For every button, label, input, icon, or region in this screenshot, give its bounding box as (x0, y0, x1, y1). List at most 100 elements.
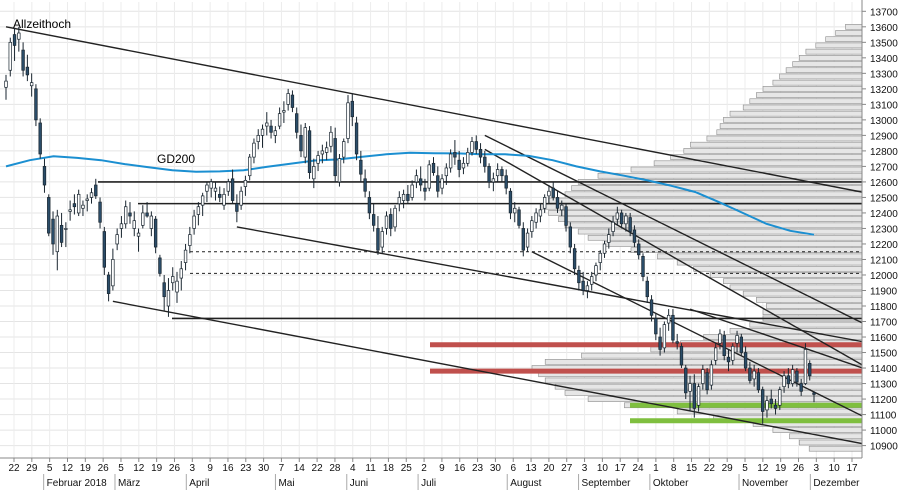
x-tick-label: 17 (846, 463, 858, 474)
candle-body (265, 122, 269, 127)
volume-profile-bar (571, 185, 863, 191)
y-tick-label: 13000 (870, 116, 898, 127)
candle-body (534, 212, 538, 223)
candle-body (166, 290, 171, 307)
volume-profile-bar (756, 92, 863, 98)
candle-body (179, 268, 183, 279)
x-tick-label: 5 (47, 463, 53, 474)
candle-body (290, 94, 295, 108)
candle-body (42, 166, 47, 186)
candle-body (448, 153, 453, 169)
candle-body (803, 349, 808, 384)
candle-body (269, 125, 273, 133)
volume-profile-bar (779, 73, 863, 80)
x-tick-label: 14 (294, 463, 306, 474)
candle-body (722, 335, 726, 356)
candle-body (517, 209, 521, 226)
candle-body (145, 212, 149, 217)
volume-profile-bar (772, 427, 863, 433)
volume-profile-bar (719, 123, 863, 129)
candle-body (521, 228, 525, 251)
candle-body (414, 175, 419, 183)
candle-body (354, 122, 359, 155)
x-tick-label: 8 (671, 463, 677, 474)
candle-body (598, 252, 602, 263)
volume-profile-bar (762, 309, 863, 316)
candle-body (307, 130, 312, 173)
candle-body (175, 280, 179, 293)
x-tick-label: 18 (383, 463, 395, 474)
volume-profile-bar (587, 234, 863, 241)
y-tick-label: 12400 (870, 209, 898, 220)
candle-body (115, 234, 119, 245)
candle-body (769, 398, 773, 405)
candle-body (666, 314, 671, 324)
candle-body (213, 187, 218, 192)
gd200-series (5, 151, 815, 236)
volume-profile-bar (564, 222, 863, 229)
candle-body (594, 265, 598, 276)
trendline (531, 251, 920, 446)
candle-body (367, 197, 372, 214)
candle-body (761, 389, 765, 412)
candle-body (128, 212, 132, 217)
candle-body (393, 207, 397, 228)
x-tick-label: 28 (329, 463, 341, 474)
trendline (484, 134, 920, 353)
x-tick-label: 19 (775, 463, 787, 474)
candle-body (329, 131, 333, 147)
candle-body (709, 364, 714, 386)
y-tick-label: 11600 (870, 333, 898, 344)
candle-body (230, 178, 235, 201)
month-label: September (582, 478, 632, 489)
candle-body (504, 175, 508, 189)
candle-body (346, 102, 350, 139)
x-tick-label: 24 (632, 463, 644, 474)
x-tick-label: 3 (190, 463, 196, 474)
candle-body (94, 184, 98, 197)
all-time-high-label: Allzeithoch (13, 17, 71, 31)
candle-body (478, 148, 483, 158)
x-tick-label: 19 (151, 463, 163, 474)
candle-body (4, 80, 8, 88)
candle-body (359, 159, 363, 175)
month-label: Dezember (813, 478, 860, 489)
volume-profile-bar (716, 129, 863, 136)
candle-body (731, 345, 735, 361)
candle-body (542, 197, 547, 209)
candle-body (470, 141, 474, 153)
candle-body (530, 220, 534, 232)
x-tick-label: 25 (401, 463, 413, 474)
candle-body (380, 231, 384, 248)
candle-body (457, 159, 461, 170)
candle-body (162, 282, 166, 298)
candle-body (778, 389, 782, 406)
y-tick-label: 12100 (870, 255, 898, 266)
y-tick-label: 13600 (870, 23, 898, 34)
candle-body (500, 169, 504, 177)
y-tick-label: 13700 (870, 7, 898, 18)
volume-profile-bar (604, 241, 863, 247)
candle-body (641, 256, 645, 277)
candle-body (495, 169, 500, 177)
volume-profile-bar (729, 110, 863, 117)
gd200-line (5, 151, 815, 236)
volume-profile-bar (693, 265, 863, 272)
month-label: August (510, 478, 541, 489)
candle-body (607, 234, 611, 243)
candle-body (649, 299, 654, 316)
x-tick-label: 7 (279, 463, 285, 474)
x-tick-label: 3 (814, 463, 820, 474)
y-tick-label: 12900 (870, 131, 898, 142)
x-tick-label: 29 (26, 463, 38, 474)
candle-body (295, 113, 299, 133)
candle-body (466, 152, 470, 164)
x-tick-label: 26 (793, 463, 805, 474)
volume-profile-bar (729, 284, 863, 291)
y-tick-label: 12500 (870, 193, 898, 204)
volume-profile-bar (805, 48, 863, 55)
candle-body (324, 147, 329, 153)
x-tick-label: 23 (240, 463, 252, 474)
